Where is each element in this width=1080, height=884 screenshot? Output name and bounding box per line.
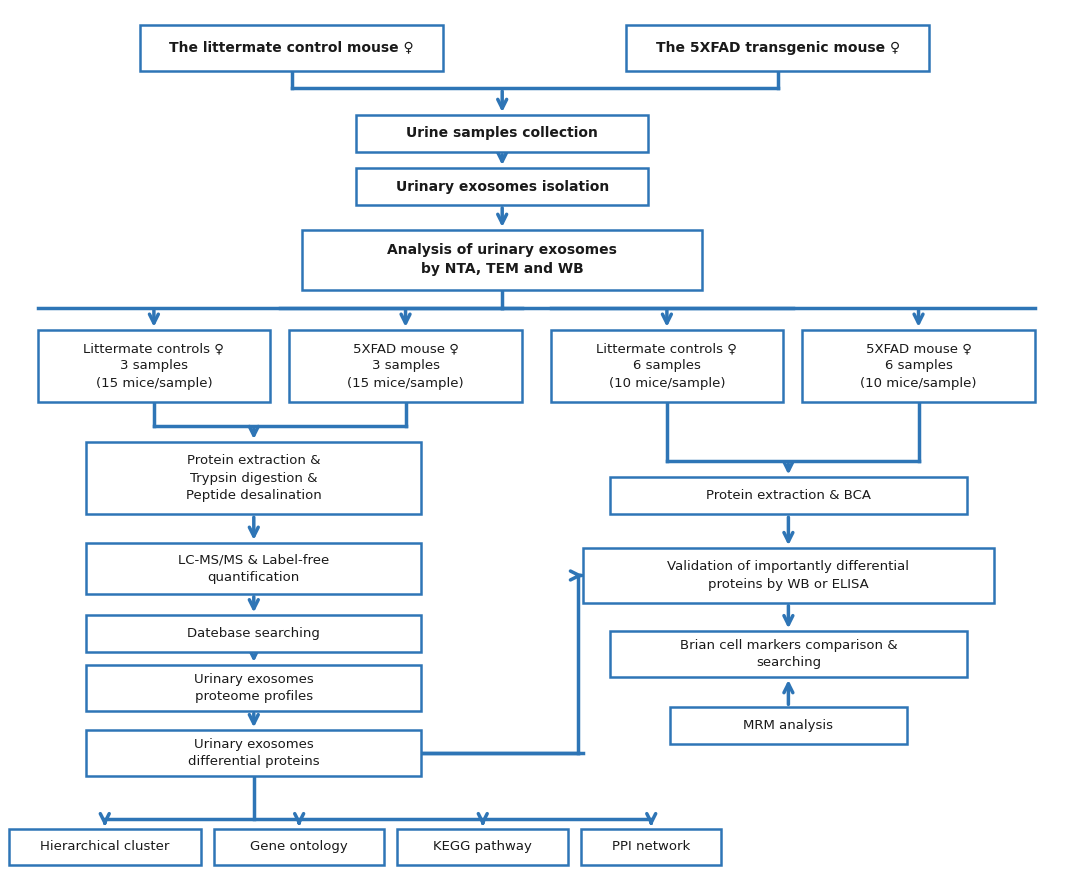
Text: Urinary exosomes isolation: Urinary exosomes isolation	[395, 179, 609, 194]
Text: MRM analysis: MRM analysis	[743, 720, 834, 732]
FancyBboxPatch shape	[86, 543, 421, 594]
FancyBboxPatch shape	[356, 168, 648, 205]
FancyBboxPatch shape	[581, 829, 721, 865]
FancyBboxPatch shape	[9, 829, 201, 865]
FancyBboxPatch shape	[551, 330, 783, 402]
Text: LC-MS/MS & Label-free
quantification: LC-MS/MS & Label-free quantification	[178, 553, 329, 583]
FancyBboxPatch shape	[86, 615, 421, 652]
FancyBboxPatch shape	[583, 548, 994, 603]
Text: The littermate control mouse ♀: The littermate control mouse ♀	[170, 41, 414, 55]
Text: The 5XFAD transgenic mouse ♀: The 5XFAD transgenic mouse ♀	[656, 41, 900, 55]
Text: Protein extraction & BCA: Protein extraction & BCA	[706, 490, 870, 502]
Text: 5XFAD mouse ♀
3 samples
(15 mice/sample): 5XFAD mouse ♀ 3 samples (15 mice/sample)	[348, 342, 463, 390]
Text: Urine samples collection: Urine samples collection	[406, 126, 598, 141]
FancyBboxPatch shape	[86, 665, 421, 711]
Text: PPI network: PPI network	[612, 841, 690, 853]
Text: Urinary exosomes
differential proteins: Urinary exosomes differential proteins	[188, 738, 320, 768]
Text: Urinary exosomes
proteome profiles: Urinary exosomes proteome profiles	[194, 673, 313, 703]
Text: Datebase searching: Datebase searching	[187, 628, 321, 640]
FancyBboxPatch shape	[86, 730, 421, 776]
Text: Hierarchical cluster: Hierarchical cluster	[40, 841, 170, 853]
Text: KEGG pathway: KEGG pathway	[433, 841, 532, 853]
Text: 5XFAD mouse ♀
6 samples
(10 mice/sample): 5XFAD mouse ♀ 6 samples (10 mice/sample)	[861, 342, 976, 390]
FancyBboxPatch shape	[356, 115, 648, 152]
FancyBboxPatch shape	[140, 25, 443, 71]
Text: Brian cell markers comparison &
searching: Brian cell markers comparison & searchin…	[679, 639, 897, 669]
FancyBboxPatch shape	[397, 829, 568, 865]
FancyBboxPatch shape	[302, 230, 702, 290]
FancyBboxPatch shape	[626, 25, 929, 71]
FancyBboxPatch shape	[610, 477, 967, 514]
FancyBboxPatch shape	[86, 442, 421, 514]
FancyBboxPatch shape	[289, 330, 522, 402]
FancyBboxPatch shape	[214, 829, 384, 865]
FancyBboxPatch shape	[670, 707, 907, 744]
Text: Analysis of urinary exosomes
by NTA, TEM and WB: Analysis of urinary exosomes by NTA, TEM…	[388, 243, 617, 277]
Text: Littermate controls ♀
6 samples
(10 mice/sample): Littermate controls ♀ 6 samples (10 mice…	[596, 342, 738, 390]
Text: Littermate controls ♀
3 samples
(15 mice/sample): Littermate controls ♀ 3 samples (15 mice…	[83, 342, 225, 390]
FancyBboxPatch shape	[610, 631, 967, 677]
Text: Protein extraction &
Trypsin digestion &
Peptide desalination: Protein extraction & Trypsin digestion &…	[186, 454, 322, 502]
Text: Validation of importantly differential
proteins by WB or ELISA: Validation of importantly differential p…	[667, 560, 909, 591]
FancyBboxPatch shape	[38, 330, 270, 402]
FancyBboxPatch shape	[802, 330, 1035, 402]
Text: Gene ontology: Gene ontology	[251, 841, 348, 853]
